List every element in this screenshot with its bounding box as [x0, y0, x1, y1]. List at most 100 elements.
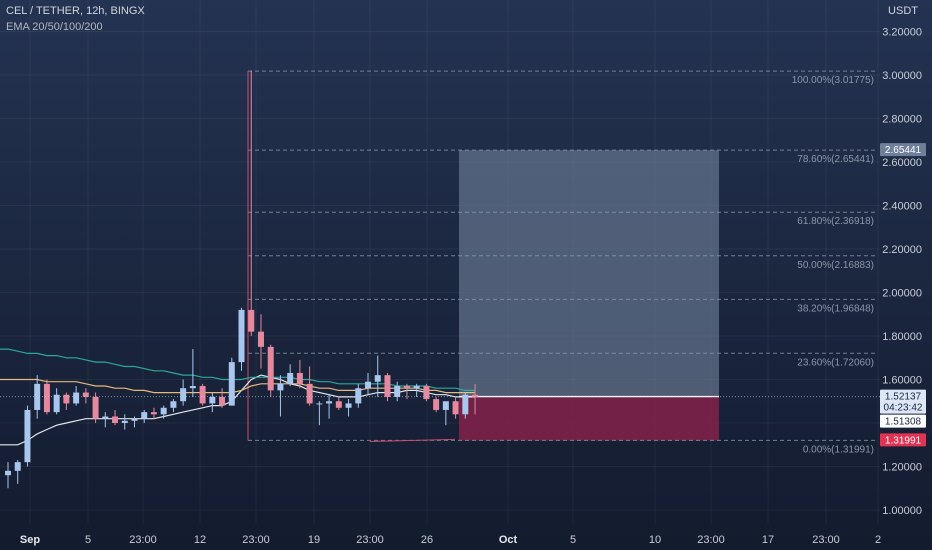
- badge-price: 2.65441: [885, 145, 922, 156]
- candle: [82, 388, 89, 404]
- badge-price: 1.31991: [885, 435, 922, 446]
- candle: [433, 396, 440, 413]
- currency-unit: USDT: [888, 5, 918, 17]
- candle: [121, 414, 128, 430]
- x-tick-label: 23:00: [356, 534, 384, 546]
- candle: [248, 70, 255, 336]
- candle-body: [131, 418, 138, 421]
- candle-body: [14, 462, 21, 471]
- candle: [160, 405, 167, 419]
- candle-body: [5, 470, 11, 476]
- candle-body: [92, 396, 99, 419]
- candle-body: [345, 403, 352, 408]
- candle: [34, 375, 41, 419]
- badge-bg: [880, 389, 926, 414]
- candle-body: [442, 401, 449, 410]
- candle: [150, 407, 157, 419]
- badge-price: 1.52137: [885, 392, 922, 403]
- candle: [5, 462, 11, 489]
- candle-body: [102, 416, 109, 419]
- candle-body: [209, 396, 216, 404]
- candle: [335, 396, 342, 410]
- candle: [228, 357, 235, 406]
- x-tick-label: 10: [649, 534, 661, 546]
- candle-body: [306, 383, 313, 404]
- candle-body: [34, 383, 41, 410]
- y-tick-label: 1.20000: [882, 462, 922, 474]
- candle-body: [112, 416, 119, 423]
- candle-body: [141, 412, 148, 419]
- candle-body: [316, 403, 323, 405]
- candle-body: [462, 394, 469, 415]
- badge-bg: [880, 143, 926, 157]
- y-tick-label: 2.40000: [882, 201, 922, 213]
- candle: [141, 409, 148, 423]
- symbol-title[interactable]: CEL / TETHER, 12h, BINGX: [6, 5, 145, 17]
- position-zones: [459, 150, 719, 441]
- y-tick-label: 1.80000: [882, 331, 922, 343]
- x-tick-label: 5: [570, 534, 576, 546]
- candle-body: [335, 401, 342, 408]
- candle-body: [189, 386, 196, 389]
- indicator-legend[interactable]: EMA 20/50/100/200: [6, 21, 103, 33]
- candle-body: [472, 394, 479, 397]
- time-axis[interactable]: Sep 5 23:00 12 23:00 19 23:00 26 Oct 5 10 23:00 17 23…: [20, 534, 881, 546]
- candle: [209, 392, 216, 413]
- candle: [345, 399, 352, 417]
- candle: [14, 459, 21, 484]
- candle: [316, 401, 323, 426]
- badge-price: 1.51308: [885, 417, 922, 428]
- candle-body: [228, 362, 235, 406]
- y-tick-label: 3.20000: [882, 27, 922, 39]
- candle: [112, 409, 119, 426]
- fib-retracement[interactable]: 100.00%(3.01775) 78.60%(2.65441) 61.80%(2.…: [247, 70, 876, 455]
- candle-body: [355, 388, 362, 404]
- y-tick-label: 1.00000: [882, 505, 922, 517]
- x-tick-label: 5: [85, 534, 91, 546]
- badge-countdown: 04:23:42: [884, 403, 923, 414]
- candle: [199, 383, 206, 406]
- candle-body: [170, 401, 177, 408]
- candle-body: [277, 383, 284, 391]
- x-tick-label: 23:00: [129, 534, 157, 546]
- fib-level-label: 78.60%(2.65441): [797, 154, 874, 165]
- x-tick-label: 23:00: [697, 534, 725, 546]
- x-tick-label: 23:00: [242, 534, 270, 546]
- stop-zone: [459, 396, 719, 441]
- candle-body: [43, 383, 50, 413]
- ema100-line: [0, 348, 475, 391]
- candle: [53, 388, 60, 415]
- fib-level-label: 0.00%(1.31991): [803, 444, 874, 455]
- x-tick-label: Sep: [20, 534, 40, 546]
- candle: [452, 396, 459, 419]
- y-tick-label: 3.00000: [882, 70, 922, 82]
- candle: [267, 344, 274, 397]
- candle-body: [296, 372, 303, 384]
- candle-body: [413, 386, 420, 389]
- candle: [472, 383, 479, 415]
- fib-level-label: 38.20%(1.96848): [797, 303, 874, 314]
- candle: [365, 372, 372, 395]
- stop-price-badge: 1.31991: [880, 433, 926, 447]
- candle-body: [365, 381, 372, 389]
- x-tick-label: 23:00: [812, 534, 840, 546]
- candle-body: [121, 420, 128, 423]
- trend-line: [369, 438, 456, 442]
- x-tick-label: 2: [875, 534, 881, 546]
- fib-level-label: 50.00%(2.16883): [797, 260, 874, 271]
- candle-body: [248, 309, 255, 332]
- candle: [219, 388, 226, 408]
- candle-body: [287, 372, 294, 384]
- candle: [24, 405, 31, 467]
- candle-body: [24, 409, 31, 463]
- candle-body: [180, 388, 187, 402]
- candle-body: [238, 309, 245, 363]
- candle-body: [73, 392, 80, 404]
- candle-body: [199, 386, 206, 404]
- candle: [287, 364, 294, 387]
- candle: [355, 383, 362, 408]
- price-axis[interactable]: 1.000001.200001.400001.600001.800002.000…: [882, 27, 922, 518]
